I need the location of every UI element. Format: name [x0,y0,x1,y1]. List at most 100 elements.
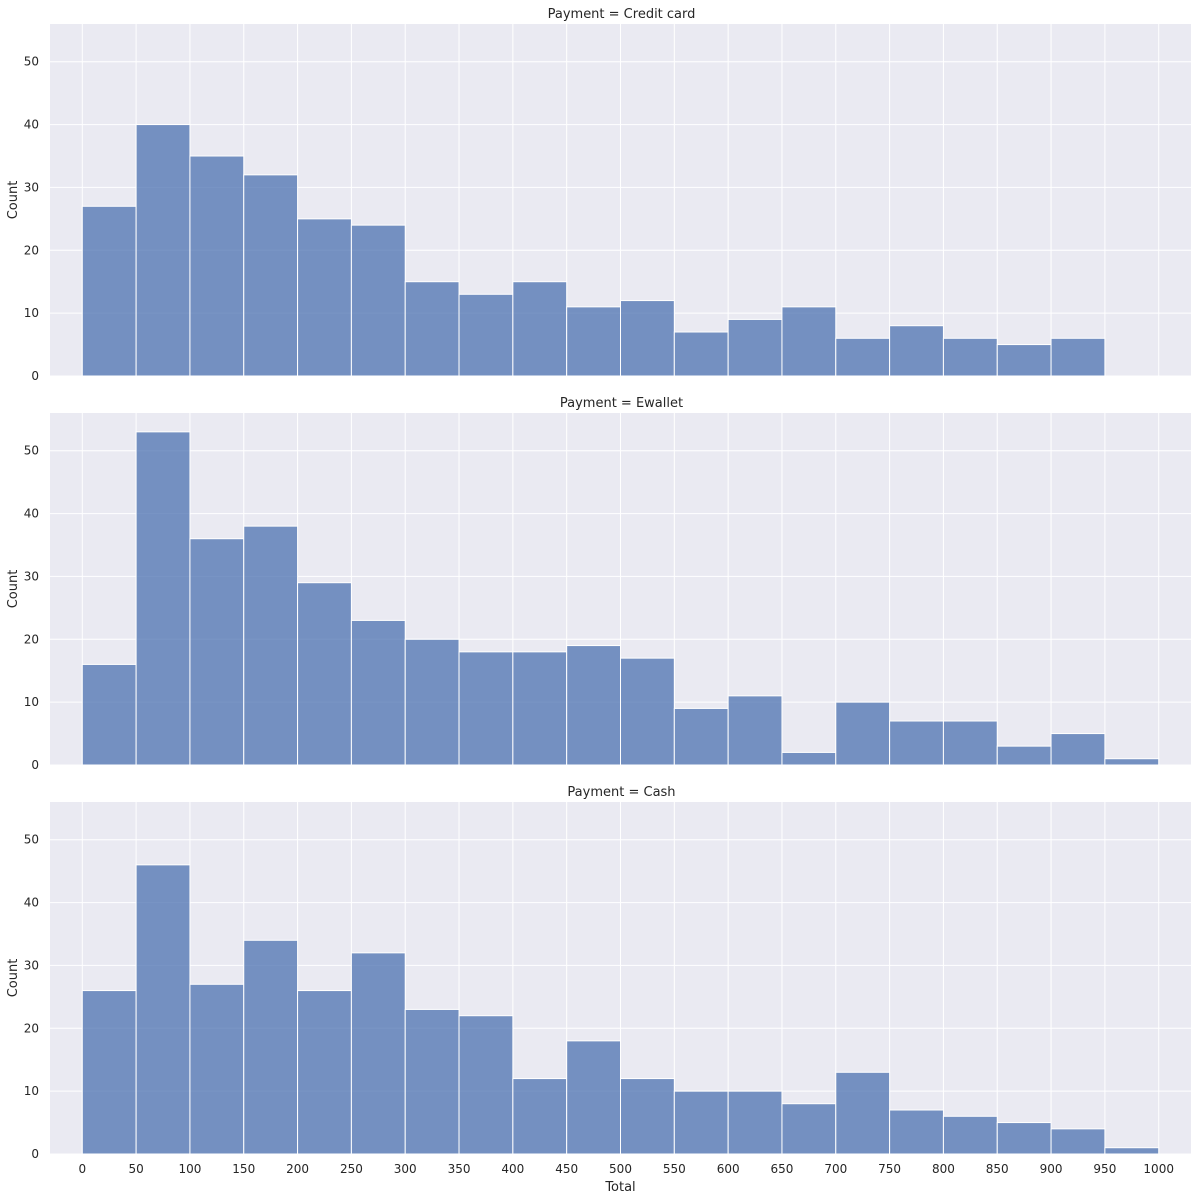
y-tick-label: 50 [24,444,39,458]
facet-title: Payment = Ewallet [560,396,683,411]
histogram-bar [996,1122,1052,1155]
histogram-bar [620,1078,675,1155]
histogram-bar [512,281,568,377]
histogram-bar [673,707,729,766]
y-tick-label: 0 [31,758,39,772]
histogram-bar [189,155,245,377]
histogram-bar [942,337,998,377]
histogram-bar [996,344,1052,377]
x-tick-label: 850 [986,1162,1009,1176]
x-axis-label: Total [604,1180,635,1195]
x-tick-label: 500 [609,1162,632,1176]
x-tick-label: 550 [663,1162,686,1176]
x-tick-label: 0 [78,1162,86,1176]
histogram-bar [781,306,837,377]
y-tick-label: 40 [24,507,39,521]
histogram-bar [1104,758,1160,766]
y-tick-label: 10 [24,1084,39,1098]
facet-panel-3: 0 10 20 30 40 50 Count Payment = Cash 0 50 100 150 2… [6,785,1191,1195]
histogram-bar [189,983,245,1155]
histogram-bar [889,720,944,766]
y-tick-label: 30 [24,958,39,972]
histogram-bar [81,205,137,377]
y-axis-label: Count [6,959,21,998]
x-tick-label: 900 [1040,1162,1063,1176]
histogram-bar [350,224,406,377]
facet-title: Payment = Cash [567,785,675,800]
histogram-bar [566,1040,622,1155]
histogram-bar [243,525,299,766]
x-tick-label: 400 [501,1162,524,1176]
histogram-bar [835,337,891,377]
histogram-bar [1104,1147,1160,1155]
histogram-bar [1050,337,1106,377]
histogram-bar [727,1090,783,1155]
histogram-bar [189,538,245,766]
histogram-bar [673,331,729,377]
x-tick-label: 50 [128,1162,143,1176]
histogram-bar [350,952,406,1155]
x-tick-label: 750 [878,1162,901,1176]
histogram-bar [942,1115,998,1155]
y-tick-label: 0 [31,1147,39,1161]
y-tick-label: 50 [24,833,39,847]
histogram-bar [727,318,783,377]
y-tick-label: 10 [24,695,39,709]
histogram-bar [297,990,352,1155]
y-tick-label: 30 [24,180,39,194]
histogram-bar [81,663,137,766]
x-tick-label: 650 [771,1162,794,1176]
histogram-bar [620,300,675,377]
histogram-bar [135,124,191,377]
histogram-bar [404,281,460,377]
y-tick-label: 0 [31,369,39,383]
histogram-bar [835,1071,891,1155]
histogram-bar [673,1090,729,1155]
y-tick-label: 20 [24,632,39,646]
histogram-bar [135,864,191,1155]
histogram-bar [727,695,783,766]
x-tick-label: 350 [448,1162,471,1176]
histogram-bar [297,218,352,377]
facet-title: Payment = Credit card [548,7,696,22]
histogram-bar [404,638,460,766]
y-tick-label: 10 [24,306,39,320]
histogram-bar [350,619,406,766]
x-tick-label: 1000 [1143,1162,1174,1176]
histogram-bar [781,751,837,766]
y-axis-label: Count [6,181,21,220]
histogram-bar [620,657,675,766]
histogram-bar [566,645,622,766]
y-tick-label: 40 [24,896,39,910]
histogram-bar [889,1109,944,1155]
histogram-bar [512,1078,568,1155]
histogram-bar [942,720,998,766]
x-tick-label: 950 [1093,1162,1116,1176]
y-tick-label: 30 [24,569,39,583]
x-tick-label: 450 [555,1162,578,1176]
histogram-bar [458,293,514,377]
y-tick-label: 50 [24,55,39,69]
y-tick-label: 20 [24,243,39,257]
x-tick-label: 300 [394,1162,417,1176]
x-tick-label: 800 [932,1162,955,1176]
histogram-bar [1050,1128,1106,1155]
histogram-bar [404,1008,460,1155]
histogram-bar [889,325,944,377]
histogram-bar [135,431,191,766]
histogram-bar [781,1103,837,1155]
x-tick-label: 150 [232,1162,255,1176]
y-tick-label: 20 [24,1021,39,1035]
facet-panel-2: 0 10 20 30 40 50 Count Payment = Ewallet [6,396,1191,772]
y-tick-label: 40 [24,118,39,132]
x-tick-label: 200 [286,1162,309,1176]
histogram-bar [458,1015,514,1155]
facet-panel-1: 0 10 20 30 40 50 Count Payment = Credit card [6,7,1191,383]
x-tick-label: 600 [717,1162,740,1176]
histogram-bar [512,651,568,766]
x-tick-label: 100 [178,1162,201,1176]
histogram-bar [566,306,622,377]
histogram-bar [1050,733,1106,766]
histogram-bar [243,939,299,1155]
